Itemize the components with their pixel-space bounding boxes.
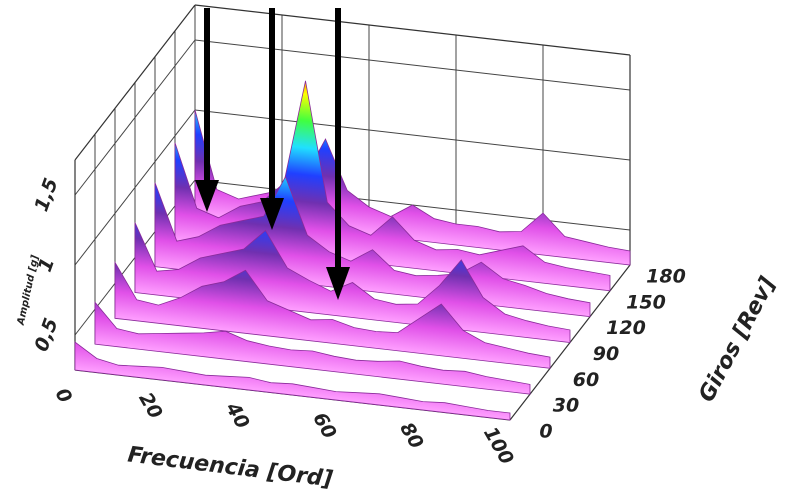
- y-tick-label: 30: [553, 395, 579, 417]
- y-tick-label: 60: [573, 369, 599, 391]
- y-tick-label: 0: [539, 421, 552, 443]
- x-tick-label: 0: [51, 385, 77, 407]
- x-axis-label: Frecuencia [Ord]: [126, 443, 334, 493]
- x-tick-label: 100: [479, 423, 518, 468]
- z-tick-label: 1,5: [30, 175, 62, 214]
- y-tick-label: 180: [646, 266, 686, 288]
- z-tick-label: 0,5: [30, 315, 62, 354]
- y-axis-label: Giros [Rev]: [694, 273, 781, 406]
- x-tick-label: 80: [395, 419, 427, 453]
- y-tick-label: 120: [606, 317, 646, 339]
- chart: Frecuencia [Ord] Giros [Rev] Amplitud [g…: [0, 0, 787, 497]
- x-tick-label: 20: [134, 389, 166, 423]
- x-tick-label: 40: [221, 398, 254, 433]
- x-tick-label: 60: [308, 409, 340, 443]
- y-tick-label: 90: [593, 343, 619, 365]
- y-tick-label: 150: [626, 291, 666, 313]
- surface: [75, 81, 630, 420]
- grid-line: [195, 110, 630, 160]
